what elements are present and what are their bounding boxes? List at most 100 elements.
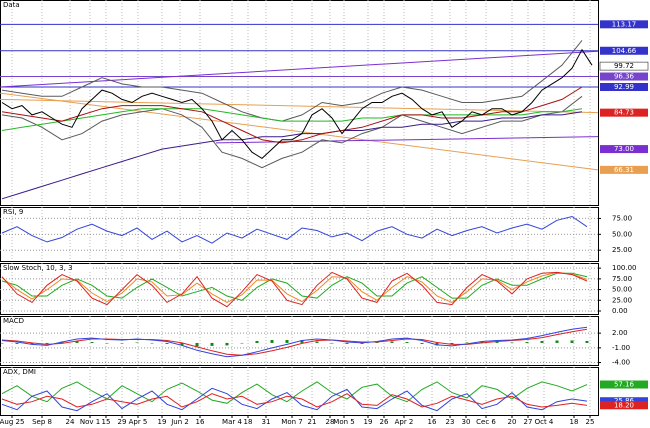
- y-tick-label: 25.00: [612, 246, 632, 254]
- panel-title: RSI, 9: [3, 208, 23, 216]
- histogram-bar: [405, 341, 409, 343]
- panel-title-box: [1, 1, 23, 9]
- x-tick-label: 25: [586, 418, 595, 426]
- histogram-bar: [360, 342, 364, 344]
- series-line: [1, 48, 593, 160]
- histogram-bar: [525, 341, 529, 343]
- price-label-box: [600, 72, 648, 81]
- panel-frame: [0, 0, 599, 206]
- panel-frame: [0, 316, 599, 366]
- x-tick-label: 31: [262, 418, 271, 426]
- price-label: 99.72: [614, 62, 634, 70]
- price-label: 66.31: [614, 166, 634, 174]
- x-tick-label: 23: [446, 418, 455, 426]
- histogram-bar: [240, 342, 244, 344]
- x-tick-label: 18: [244, 418, 253, 426]
- price-label: 104.66: [612, 47, 637, 55]
- x-tick-label: Cec 6: [476, 418, 496, 426]
- series-line: [1, 326, 588, 358]
- panel-title: ADX, DMI: [3, 368, 36, 376]
- y-tick-label: 100.00: [612, 264, 637, 272]
- histogram-bar: [15, 342, 19, 344]
- histogram-bar: [105, 342, 109, 344]
- series-line: [1, 108, 583, 131]
- histogram-bar: [75, 340, 79, 343]
- series-line: [1, 393, 588, 408]
- x-tick-label: 15: [102, 418, 111, 426]
- histogram-bar: [315, 341, 319, 343]
- price-label: 73.00: [614, 145, 634, 153]
- series-line: [1, 215, 588, 244]
- y-tick-label: 75.00: [612, 275, 632, 283]
- histogram-bar: [555, 340, 559, 343]
- x-tick-label: Nov 1: [80, 418, 100, 426]
- x-tick-label: Apr 2: [395, 418, 414, 426]
- histogram-bar: [195, 342, 199, 347]
- histogram-bar: [495, 341, 499, 343]
- price-label: 84.73: [614, 109, 634, 117]
- x-tick-label: 19: [364, 418, 373, 426]
- x-tick-label: 29: [118, 418, 127, 426]
- histogram-bar: [30, 342, 34, 345]
- y-tick-label: 50.00: [612, 286, 632, 294]
- histogram-bar: [120, 342, 124, 344]
- panel-title-box: [1, 317, 23, 325]
- histogram-bar: [285, 340, 289, 343]
- x-tick-label: 18: [570, 418, 579, 426]
- price-label-box: [600, 145, 648, 154]
- histogram-bar: [150, 342, 154, 344]
- panel-frame: [0, 263, 599, 315]
- price-label: 96.36: [614, 73, 635, 81]
- series-line: [1, 272, 588, 301]
- trendline: [0, 98, 599, 114]
- x-tick-label: Mon 5: [333, 418, 354, 426]
- x-tick-label: 16: [428, 418, 437, 426]
- x-tick-label: Mar 4: [222, 418, 242, 426]
- histogram-bar: [435, 342, 439, 346]
- panel-title-box: [1, 264, 91, 272]
- x-tick-label: 20: [508, 418, 517, 426]
- trendline: [0, 92, 599, 171]
- x-tick-label: Apr 5: [129, 418, 148, 426]
- x-tick-label: 21: [308, 418, 317, 426]
- price-label-box: [600, 20, 648, 29]
- series-line: [1, 111, 583, 200]
- histogram-bar: [480, 341, 484, 343]
- x-tick-label: 24: [66, 418, 75, 426]
- y-tick-label: 50.00: [612, 230, 632, 238]
- price-label: 113.17: [612, 20, 637, 28]
- series-line: [1, 381, 588, 404]
- price-label-box: [600, 46, 648, 55]
- x-tick-label: 16: [196, 418, 205, 426]
- price-label-box: [600, 401, 648, 410]
- y-tick-label: 2.00: [612, 329, 628, 337]
- x-tick-label: 30: [462, 418, 471, 426]
- y-tick-label: 25.00: [612, 296, 632, 304]
- x-tick-label: 19: [158, 418, 167, 426]
- trendline: [0, 50, 599, 88]
- histogram-bar: [450, 342, 454, 345]
- panel-title: Data: [3, 1, 20, 9]
- histogram-bar: [420, 342, 424, 344]
- series-line: [1, 86, 583, 144]
- histogram-bar: [375, 342, 379, 343]
- x-tick-label: Oct 4: [535, 418, 554, 426]
- histogram-bar: [465, 342, 469, 343]
- x-tick-label: Aug 25: [0, 418, 24, 426]
- x-tick-label: Sep 8: [32, 418, 52, 426]
- histogram-bar: [225, 342, 229, 346]
- histogram-bar: [135, 342, 139, 343]
- histogram-bar: [90, 341, 94, 343]
- series-line: [1, 271, 588, 303]
- panel-title: MACD: [3, 317, 24, 325]
- price-label-box: [599, 61, 649, 71]
- price-label-box: [600, 165, 648, 174]
- histogram-bar: [270, 340, 274, 343]
- histogram-bar: [45, 342, 49, 344]
- histogram-bar: [210, 342, 214, 346]
- panel-title-box: [1, 208, 31, 216]
- y-tick-label: 0.00: [612, 307, 628, 315]
- histogram-bar: [540, 340, 544, 343]
